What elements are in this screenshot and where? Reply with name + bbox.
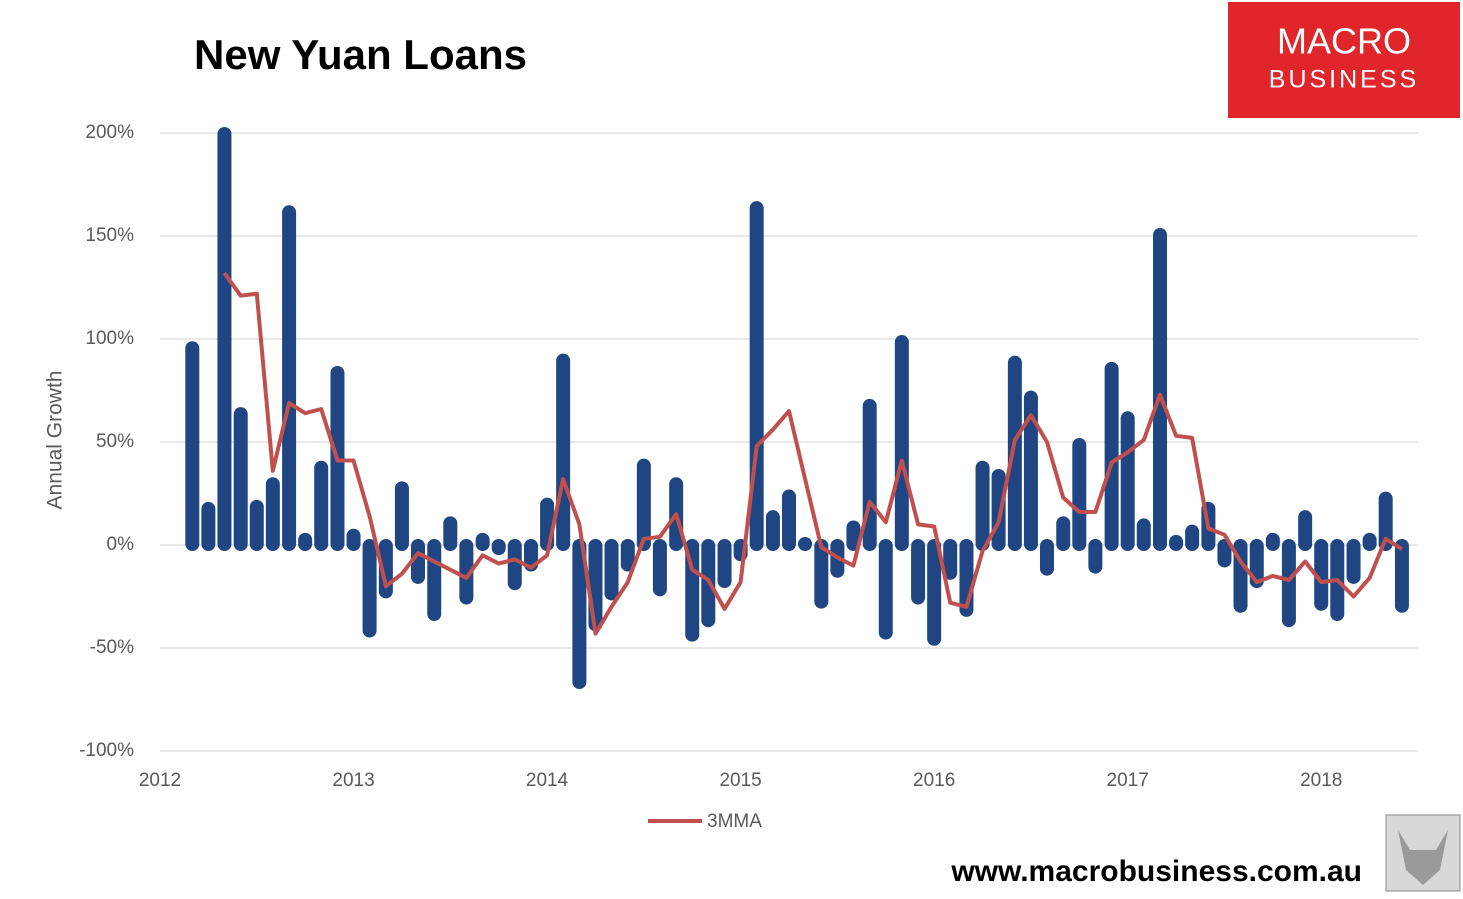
bar bbox=[1281, 539, 1296, 628]
bar bbox=[1298, 510, 1313, 551]
bar bbox=[1136, 518, 1151, 551]
footer: www.macrobusiness.com.au bbox=[950, 855, 1362, 888]
bar bbox=[911, 539, 926, 605]
bar bbox=[1314, 539, 1329, 611]
bar bbox=[201, 501, 216, 551]
bar bbox=[927, 539, 942, 646]
bar bbox=[491, 539, 506, 556]
bar bbox=[298, 532, 313, 551]
bar bbox=[410, 539, 425, 584]
bar bbox=[1007, 355, 1022, 551]
bar bbox=[427, 539, 442, 622]
bar bbox=[1023, 390, 1038, 551]
bar bbox=[1169, 534, 1184, 551]
bar bbox=[443, 516, 458, 551]
bar bbox=[894, 335, 909, 551]
x-tick-label: 2013 bbox=[332, 770, 374, 791]
bar bbox=[765, 510, 780, 551]
logo-text: MACRO bbox=[1277, 21, 1411, 62]
bar bbox=[1120, 411, 1135, 551]
bar bbox=[717, 539, 732, 589]
bar bbox=[814, 539, 829, 609]
bar bbox=[265, 477, 280, 551]
bar bbox=[1104, 361, 1119, 551]
bar bbox=[362, 539, 377, 638]
x-tick-label: 2014 bbox=[526, 770, 569, 791]
bar bbox=[1346, 539, 1361, 584]
y-tick-label: -50% bbox=[90, 637, 134, 658]
bar bbox=[652, 539, 667, 597]
bar bbox=[846, 520, 861, 551]
bar bbox=[394, 481, 409, 551]
logo-box bbox=[1228, 2, 1460, 118]
bar bbox=[991, 468, 1006, 551]
bar bbox=[282, 205, 297, 551]
bar bbox=[1217, 539, 1232, 568]
bar bbox=[1362, 532, 1377, 551]
bar bbox=[249, 499, 264, 551]
bar bbox=[233, 407, 248, 551]
bar bbox=[1265, 532, 1280, 551]
bar bbox=[1056, 516, 1071, 551]
y-tick-label: -100% bbox=[79, 740, 134, 761]
bar bbox=[459, 539, 474, 605]
bar bbox=[217, 127, 232, 551]
bar bbox=[475, 532, 490, 551]
bar bbox=[798, 536, 813, 551]
y-tick-label: 100% bbox=[85, 328, 134, 349]
x-tick-label: 2018 bbox=[1300, 770, 1342, 791]
bar bbox=[620, 539, 635, 572]
bar bbox=[1394, 539, 1409, 613]
y-tick-label: 0% bbox=[107, 534, 135, 555]
y-axis-label: Annual Growth bbox=[44, 371, 67, 510]
legend-label: 3MMA bbox=[707, 811, 762, 832]
bar bbox=[1088, 539, 1103, 574]
bar bbox=[556, 353, 571, 551]
bar bbox=[1378, 491, 1393, 551]
x-tick-label: 2012 bbox=[139, 770, 181, 791]
bar bbox=[975, 460, 990, 551]
bar bbox=[346, 528, 361, 551]
chart-title: New Yuan Loans bbox=[194, 31, 527, 78]
fox-image bbox=[1398, 830, 1448, 885]
bar bbox=[878, 539, 893, 640]
x-tick-label: 2017 bbox=[1107, 770, 1149, 791]
bar bbox=[572, 539, 587, 690]
x-tick-label: 2016 bbox=[913, 770, 955, 791]
x-tick-label: 2015 bbox=[719, 770, 761, 791]
bar bbox=[507, 539, 522, 591]
y-tick-label: 150% bbox=[85, 225, 134, 246]
bar bbox=[588, 539, 603, 632]
bar bbox=[604, 539, 619, 601]
logo-text: BUSINESS bbox=[1269, 66, 1419, 94]
bar bbox=[1072, 438, 1087, 551]
bar bbox=[1185, 524, 1200, 551]
bar bbox=[943, 539, 958, 580]
y-tick-label: 200% bbox=[85, 122, 134, 143]
bar bbox=[1153, 227, 1168, 551]
bar bbox=[1039, 539, 1054, 576]
bar bbox=[314, 460, 329, 551]
bar bbox=[185, 341, 200, 551]
line bbox=[222, 271, 1403, 636]
bar bbox=[636, 458, 651, 551]
bar bbox=[782, 489, 796, 551]
y-tick-label: 50% bbox=[96, 431, 134, 452]
